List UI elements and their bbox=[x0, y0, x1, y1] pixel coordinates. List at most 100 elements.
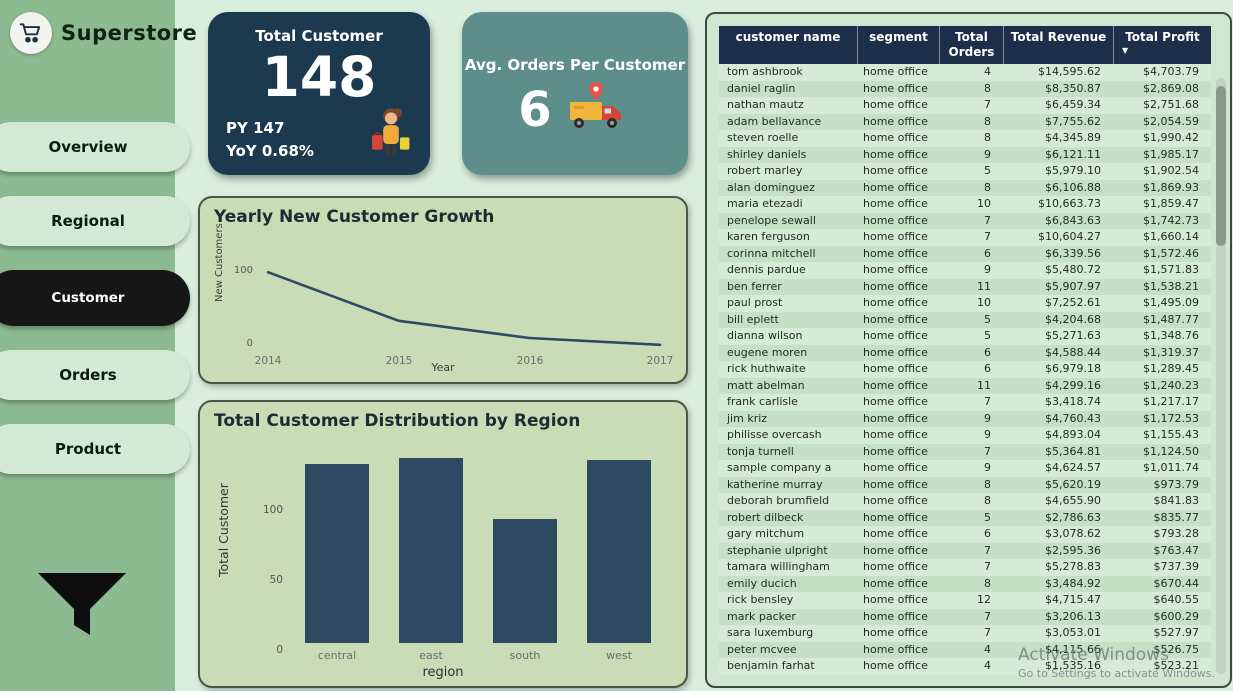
table-row[interactable]: dianna wilson home office 5 $5,271.63 $1,348… bbox=[719, 328, 1211, 345]
table-cell: maria etezadi bbox=[727, 197, 803, 210]
table-row[interactable]: steven roelle home office 8 $4,345.89 $1,990… bbox=[719, 130, 1211, 147]
table-cell: home office bbox=[863, 593, 928, 606]
table-cell: $1,240.23 bbox=[1143, 378, 1199, 392]
table-cell: alan dominguez bbox=[727, 180, 815, 194]
table-row[interactable]: philisse overcash home office 9 $4,893.04 $1… bbox=[719, 427, 1211, 444]
table-row[interactable]: adam bellavance home office 8 $7,755.62 $2,0… bbox=[719, 113, 1211, 130]
table-cell: $4,703.79 bbox=[1143, 65, 1199, 78]
table-row[interactable]: corinna mitchell home office 6 $6,339.56 $1,… bbox=[719, 245, 1211, 262]
table-cell: $6,843.63 bbox=[1045, 213, 1101, 227]
column-header-customer-name[interactable]: customer name bbox=[735, 30, 841, 44]
table-cell: home office bbox=[863, 345, 928, 359]
table-scrollbar[interactable] bbox=[1216, 78, 1226, 674]
line-chart-ylabel: New Customers bbox=[214, 223, 225, 302]
table-cell: $5,620.19 bbox=[1045, 477, 1101, 491]
table-cell: $1,535.16 bbox=[1045, 659, 1101, 672]
bar-column-east: east bbox=[392, 448, 470, 662]
sidebar-item-orders[interactable]: Orders bbox=[0, 350, 190, 400]
table-row[interactable]: matt abelman home office 11 $4,299.16 $1,240… bbox=[719, 377, 1211, 394]
line-chart-title: Yearly New Customer Growth bbox=[214, 207, 495, 227]
scrollbar-thumb[interactable] bbox=[1216, 86, 1226, 246]
table-row[interactable]: katherine murray home office 8 $5,620.19 $97… bbox=[719, 476, 1211, 493]
sidebar-item-product[interactable]: Product bbox=[0, 424, 190, 474]
bar-west[interactable] bbox=[587, 459, 651, 643]
table-cell: $1,869.93 bbox=[1143, 180, 1199, 194]
sidebar-item-regional[interactable]: Regional bbox=[0, 196, 190, 246]
table-cell: $1,155.43 bbox=[1143, 428, 1199, 441]
table-cell: home office bbox=[863, 411, 928, 425]
table-cell: 5 bbox=[984, 329, 991, 342]
table-row[interactable]: tamara willingham home office 7 $5,278.83 $7… bbox=[719, 559, 1211, 576]
line-chart-plot[interactable]: 100 0 2014 2015 2016 2017 bbox=[234, 258, 673, 367]
table-row[interactable]: sara luxemburg home office 7 $3,053.01 $527.… bbox=[719, 625, 1211, 642]
table-cell: $4,299.16 bbox=[1045, 378, 1101, 392]
table-cell: home office bbox=[863, 378, 928, 392]
column-header-total-orders[interactable]: Total Orders bbox=[939, 26, 1003, 64]
table-row[interactable]: eugene moren home office 6 $4,588.44 $1,319.… bbox=[719, 344, 1211, 361]
table-cell: home office bbox=[863, 279, 928, 293]
bar-category-label: west bbox=[606, 649, 632, 662]
table-cell: $527.97 bbox=[1153, 626, 1200, 639]
table-cell: home office bbox=[863, 543, 928, 557]
table-row[interactable]: penelope sewall home office 7 $6,843.63 $1,7… bbox=[719, 212, 1211, 229]
table-row[interactable]: shirley daniels home office 9 $6,121.11 $1,9… bbox=[719, 146, 1211, 163]
table-cell: $3,053.01 bbox=[1045, 626, 1101, 639]
table-row[interactable]: benjamin farhat home office 4 $1,535.16 $523… bbox=[719, 658, 1211, 675]
table-row[interactable]: deborah brumfield home office 8 $4,655.90 $8… bbox=[719, 493, 1211, 510]
table-cell: 7 bbox=[984, 543, 991, 557]
column-header-segment[interactable]: segment bbox=[857, 26, 939, 64]
column-header-total-profit[interactable]: Total Profit ▼ bbox=[1113, 26, 1211, 64]
table-cell: 8 bbox=[984, 180, 991, 194]
table-cell: 7 bbox=[984, 395, 991, 408]
table-cell: $3,484.92 bbox=[1045, 576, 1101, 590]
bar-east[interactable] bbox=[399, 458, 463, 643]
table-cell: $1,902.54 bbox=[1143, 164, 1199, 177]
table-row[interactable]: sample company a home office 9 $4,624.57 $1,… bbox=[719, 460, 1211, 477]
bar-chart-panel: Total Customer Distribution by Region To… bbox=[198, 400, 688, 688]
table-cell: rick bensley bbox=[727, 593, 794, 606]
table-cell: dianna wilson bbox=[727, 329, 803, 342]
table-row[interactable]: emily ducich home office 8 $3,484.92 $670.44 bbox=[719, 575, 1211, 592]
sidebar-item-overview[interactable]: Overview bbox=[0, 122, 190, 172]
table-row[interactable]: ben ferrer home office 11 $5,907.97 $1,538.2… bbox=[719, 278, 1211, 295]
table-row[interactable]: karen ferguson home office 7 $10,604.27 $1,6… bbox=[719, 229, 1211, 246]
table-row[interactable]: mark packer home office 7 $3,206.13 $600.29 bbox=[719, 608, 1211, 625]
table-row[interactable]: maria etezadi home office 10 $10,663.73 $1,8… bbox=[719, 196, 1211, 213]
table-cell: 8 bbox=[984, 494, 991, 507]
table-cell: home office bbox=[863, 263, 928, 276]
table-row[interactable]: nathan mautz home office 7 $6,459.34 $2,751.… bbox=[719, 97, 1211, 114]
table-row[interactable]: peter mcvee home office 4 $4,115.66 $526.75 bbox=[719, 641, 1211, 658]
table-row[interactable]: tonja turnell home office 7 $5,364.81 $1,124… bbox=[719, 443, 1211, 460]
bar-central[interactable] bbox=[305, 463, 369, 643]
table-cell: robert marley bbox=[727, 164, 803, 177]
table-row[interactable]: tom ashbrook home office 4 $14,595.62 $4,703… bbox=[719, 64, 1211, 81]
bar-south[interactable] bbox=[493, 518, 557, 643]
table-row[interactable]: daniel raglin home office 8 $8,350.87 $2,869… bbox=[719, 80, 1211, 97]
table-row[interactable]: bill eplett home office 5 $4,204.68 $1,487.7… bbox=[719, 311, 1211, 328]
table-cell: home office bbox=[863, 560, 928, 573]
table-row[interactable]: jim kriz home office 9 $4,760.43 $1,172.53 bbox=[719, 410, 1211, 427]
table-cell: $2,869.08 bbox=[1143, 81, 1199, 95]
customer-table-panel: customer name segment Total Orders Total… bbox=[705, 12, 1232, 688]
table-row[interactable]: gary mitchum home office 6 $3,078.62 $793.28 bbox=[719, 526, 1211, 543]
sidebar-item-customer[interactable]: Customer bbox=[0, 270, 190, 326]
filter-funnel-icon[interactable] bbox=[34, 569, 130, 649]
table-row[interactable]: rick bensley home office 12 $4,715.47 $640.5… bbox=[719, 592, 1211, 609]
table-row[interactable]: paul prost home office 10 $7,252.61 $1,495.0… bbox=[719, 295, 1211, 312]
table-cell: 7 bbox=[984, 444, 991, 458]
table-row[interactable]: dennis pardue home office 9 $5,480.72 $1,571… bbox=[719, 262, 1211, 279]
table-row[interactable]: robert dilbeck home office 5 $2,786.63 $835.… bbox=[719, 509, 1211, 526]
table-row[interactable]: stephanie ulpright home office 7 $2,595.36 $… bbox=[719, 542, 1211, 559]
table-cell: $7,755.62 bbox=[1045, 114, 1101, 128]
table-row[interactable]: frank carlisle home office 7 $3,418.74 $1,21… bbox=[719, 394, 1211, 411]
table-row[interactable]: alan dominguez home office 8 $6,106.88 $1,86… bbox=[719, 179, 1211, 196]
table-cell: $1,495.09 bbox=[1143, 296, 1199, 309]
table-cell: $4,624.57 bbox=[1045, 461, 1101, 474]
column-header-total-revenue[interactable]: Total Revenue bbox=[1003, 26, 1113, 64]
table-row[interactable]: rick huthwaite home office 6 $6,979.18 $1,28… bbox=[719, 361, 1211, 378]
table-cell: benjamin farhat bbox=[727, 659, 815, 672]
table-cell: home office bbox=[863, 81, 928, 95]
table-cell: penelope sewall bbox=[727, 213, 816, 227]
bar-chart-plot: 100 50 0 central east south west bbox=[263, 448, 664, 662]
table-row[interactable]: robert marley home office 5 $5,979.10 $1,902… bbox=[719, 163, 1211, 180]
